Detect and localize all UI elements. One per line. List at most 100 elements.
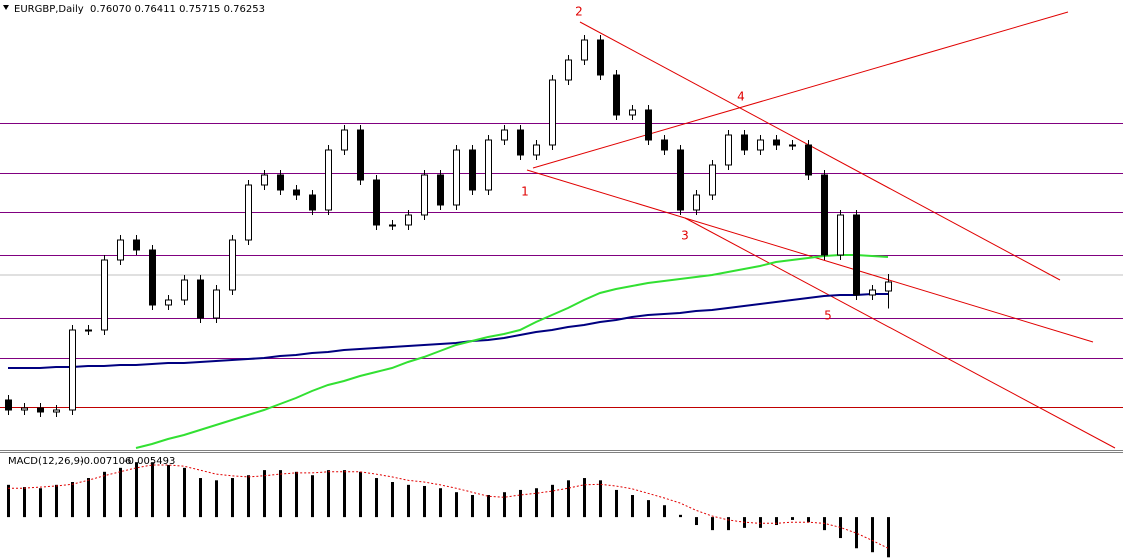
candle-body xyxy=(485,139,492,191)
macd-bar xyxy=(87,478,90,518)
candle-body xyxy=(613,74,620,116)
macd-bar xyxy=(455,492,458,518)
candle-body xyxy=(805,144,812,176)
macd-bar xyxy=(663,505,666,518)
wave-label: 5 xyxy=(824,309,832,323)
candle-body xyxy=(309,194,316,211)
candle-body xyxy=(213,289,220,319)
menu-icon[interactable] xyxy=(3,5,9,10)
macd-bar xyxy=(503,492,506,518)
candle-body xyxy=(117,239,124,261)
candle-body xyxy=(405,214,412,226)
macd-bar xyxy=(727,517,730,531)
moving-averages xyxy=(8,254,889,449)
macd-bar xyxy=(215,480,218,518)
macd-bar xyxy=(343,470,346,518)
candle-body xyxy=(453,149,460,206)
macd-bar xyxy=(279,470,282,518)
candle-body xyxy=(597,39,604,76)
candle-body xyxy=(5,399,12,411)
macd-bar xyxy=(839,517,842,539)
candle-body xyxy=(261,174,268,186)
wave-label: 3 xyxy=(681,229,689,243)
macd-bar xyxy=(39,488,42,518)
candle-body xyxy=(277,174,284,191)
candle-body xyxy=(789,144,796,147)
candle-body xyxy=(85,329,92,332)
candle-body xyxy=(885,281,892,292)
candle-body xyxy=(629,109,636,116)
macd-bar xyxy=(295,471,298,518)
wave-label: 2 xyxy=(575,5,583,19)
candle-body xyxy=(181,279,188,301)
macd-main-value: -0.007106 xyxy=(80,456,131,467)
trend-lines xyxy=(526,11,1116,449)
candle-body xyxy=(725,134,732,166)
macd-bar xyxy=(871,517,874,553)
macd-bar xyxy=(423,485,426,518)
candle-body xyxy=(437,174,444,206)
macd-bar xyxy=(535,488,538,518)
trend-line xyxy=(684,217,1116,449)
candle-body xyxy=(341,129,348,151)
candle-body xyxy=(37,407,44,413)
candle-body xyxy=(549,79,556,146)
macd-bar xyxy=(167,465,170,518)
candle-body xyxy=(469,149,476,191)
candle-body xyxy=(837,214,844,256)
trend-line xyxy=(526,169,1094,343)
candle-body xyxy=(53,409,60,413)
macd-bar xyxy=(183,467,186,518)
macd-bar xyxy=(311,475,314,518)
macd-bar xyxy=(551,484,554,518)
macd-bar xyxy=(791,517,794,520)
candle-body xyxy=(389,224,396,227)
candle-body xyxy=(293,189,300,196)
candle-body xyxy=(773,139,780,146)
candle-body xyxy=(517,129,524,156)
macd-bar xyxy=(439,488,442,518)
candle-body xyxy=(421,174,428,216)
candle-body xyxy=(533,144,540,156)
candle-body xyxy=(709,164,716,196)
candle-body xyxy=(565,59,572,81)
candle-body xyxy=(581,39,588,61)
quote-label: 0.76070 0.76411 0.75715 0.76253 xyxy=(90,4,265,15)
macd-bar xyxy=(679,514,682,518)
candle-body xyxy=(197,279,204,319)
candle-body xyxy=(757,139,764,151)
candle-body xyxy=(373,179,380,226)
macd-bar xyxy=(807,517,810,523)
macd-signal-value: -0.005493 xyxy=(124,456,175,467)
macd-signal xyxy=(8,464,889,549)
trend-line xyxy=(532,11,1069,169)
candle-body xyxy=(165,299,172,306)
macd-bar xyxy=(711,517,714,531)
macd-bar xyxy=(71,482,74,518)
macd-bar xyxy=(471,495,474,518)
macd-bar xyxy=(359,471,362,518)
macd-bar xyxy=(887,517,890,558)
candle-body xyxy=(149,249,156,306)
moving-average xyxy=(135,254,889,449)
candle-body xyxy=(661,139,668,151)
macd-bar xyxy=(567,480,570,518)
macd-bar xyxy=(695,517,698,526)
macd-bar xyxy=(599,480,602,518)
candle-body xyxy=(821,174,828,256)
candle-body xyxy=(853,214,860,296)
moving-average xyxy=(8,293,888,369)
macd-bar xyxy=(135,462,138,518)
macd-bar xyxy=(263,470,266,518)
macd-bar xyxy=(647,500,650,518)
macd-bar xyxy=(247,475,250,518)
macd-bar xyxy=(487,495,490,518)
symbol-label: EURGBP,Daily xyxy=(14,4,84,15)
macd-bar xyxy=(519,489,522,518)
candle-body xyxy=(869,289,876,296)
macd-bar xyxy=(327,470,330,518)
candle-body xyxy=(645,109,652,141)
macd-bar xyxy=(615,489,618,518)
wave-label: 4 xyxy=(737,90,745,104)
